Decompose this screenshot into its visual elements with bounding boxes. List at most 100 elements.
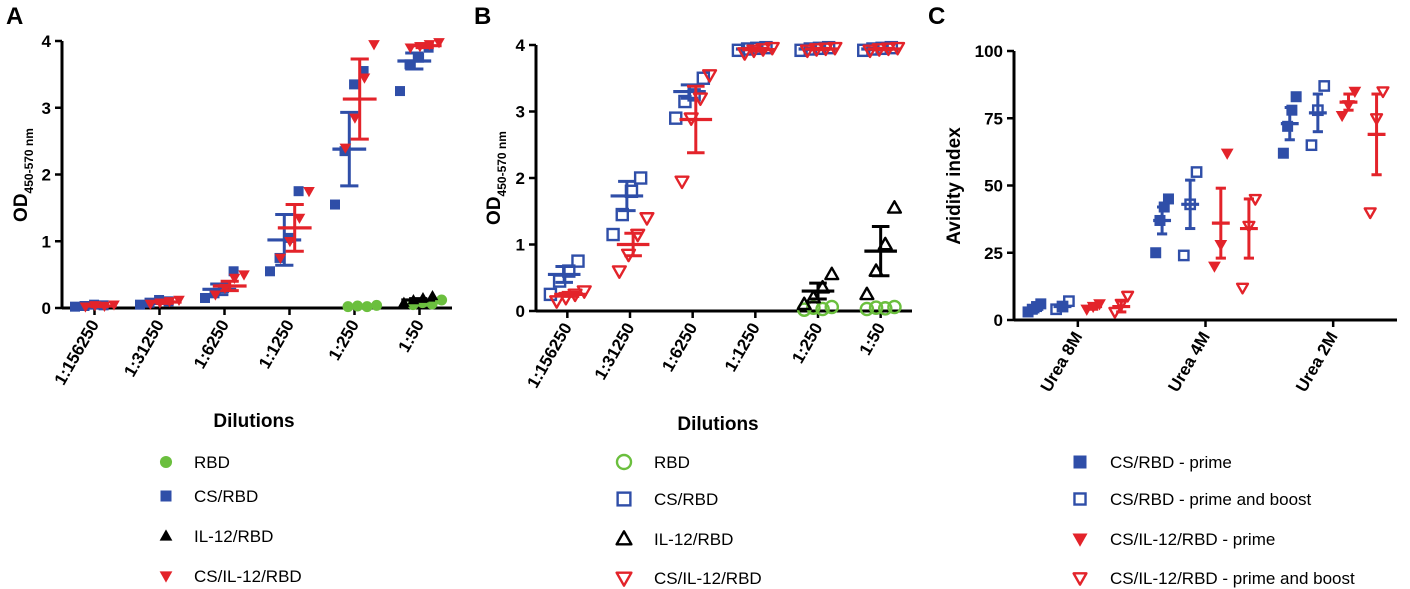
x-axis-title-a: Dilutions	[213, 411, 294, 432]
panel-letter-c: C	[928, 3, 945, 30]
legend-label: CS/IL-12/RBD	[654, 569, 762, 588]
panel-letter-a: A	[6, 3, 23, 30]
data-point	[1335, 110, 1349, 123]
series-cs-rbd-prime	[1022, 91, 1302, 318]
data-point	[1220, 148, 1234, 160]
data-point	[1121, 290, 1135, 303]
y-tick-label: 0	[516, 302, 525, 321]
data-point	[859, 301, 875, 317]
x-tick-label: Urea 8M	[1037, 329, 1087, 396]
data-point	[98, 301, 111, 312]
data-point	[549, 295, 565, 309]
data-point	[1108, 306, 1122, 319]
x-tick-label: 1:1250	[255, 317, 298, 372]
data-point	[562, 264, 576, 278]
data-point	[639, 212, 655, 226]
legend-label: RBD	[654, 453, 690, 472]
data-point	[815, 301, 830, 317]
series-cs-il-12-rbd-prime-and-boost	[1108, 86, 1390, 319]
data-point	[70, 301, 80, 312]
legend-marker-cs-rbd-prime-and-boost	[1073, 492, 1087, 506]
x-tick-label: 1:50	[856, 320, 889, 359]
x-tick-label: 1:156250	[51, 317, 103, 389]
legend-label: CS/RBD	[194, 487, 258, 506]
data-point	[880, 42, 897, 57]
data-point	[1342, 100, 1355, 112]
data-point	[620, 248, 637, 263]
data-point	[1214, 240, 1228, 252]
data-point	[624, 184, 639, 199]
data-point	[805, 289, 822, 304]
data-point	[1305, 139, 1318, 152]
data-point	[571, 254, 585, 268]
y-tick-label: 25	[984, 244, 1003, 263]
data-point	[108, 300, 120, 311]
y-tick-label: 3	[42, 99, 51, 118]
data-point	[368, 40, 380, 51]
data-point	[433, 38, 445, 49]
plot-panel-c: 0 25 50 75 100 Urea 8M Urea 4M Urea 2M	[975, 42, 1397, 395]
data-point	[144, 299, 157, 310]
legend-panel-c: CS/RBD - prime CS/RBD - prime and boost …	[1072, 453, 1355, 588]
data-point	[371, 299, 383, 311]
data-point	[1348, 86, 1362, 98]
legend-label: IL-12/RBD	[654, 530, 733, 549]
y-tick-label: 4	[42, 32, 52, 51]
data-point	[293, 213, 306, 224]
x-axis-title-b: Dilutions	[677, 414, 758, 435]
y-tick-label: 50	[984, 177, 1003, 196]
series-cs-rbd	[543, 40, 899, 302]
legend-label: CS/IL-12/RBD - prime and boost	[1110, 569, 1355, 588]
y-tick-label: 0	[42, 299, 51, 318]
data-point	[426, 289, 439, 301]
data-point	[1177, 249, 1190, 262]
data-point	[889, 41, 906, 56]
data-point	[404, 59, 415, 70]
legend-label: CS/IL-12/RBD	[194, 567, 302, 586]
data-point	[1235, 282, 1250, 295]
data-point	[567, 288, 583, 303]
x-tick-label: 1:250	[325, 317, 363, 364]
data-point	[330, 199, 340, 210]
data-point	[303, 186, 315, 198]
legend-marker-rbd	[159, 455, 173, 469]
legend-panel-b: RBD CS/RBD IL-12/RBD CS/IL-12/RBD	[615, 453, 762, 588]
y-tick-label: 0	[994, 311, 1003, 330]
data-point	[827, 41, 843, 56]
data-point	[1208, 261, 1221, 273]
data-point	[824, 299, 840, 315]
y-axis-title-a: OD450-570 nm	[11, 128, 36, 222]
legend-label: CS/RBD - prime	[1110, 453, 1232, 472]
data-point	[154, 298, 166, 309]
data-point	[633, 171, 648, 185]
legend-marker-cs-il-12-rbd-prime	[1072, 533, 1088, 547]
legend-marker-rbd	[615, 453, 633, 471]
data-point	[1035, 298, 1047, 310]
series-il-12-rbd	[398, 289, 439, 307]
data-point	[692, 92, 709, 107]
y-tick-label: 1	[516, 236, 525, 255]
data-point	[859, 286, 875, 301]
data-point	[417, 291, 429, 303]
data-point	[228, 273, 241, 284]
x-tick-label: Urea 2M	[1292, 329, 1342, 396]
data-point	[814, 279, 831, 294]
data-point	[877, 236, 893, 251]
data-point	[1290, 91, 1302, 103]
y-tick-label: 3	[516, 103, 525, 122]
data-point	[1318, 80, 1331, 92]
data-point	[755, 43, 771, 57]
data-point	[163, 297, 176, 308]
series-il-12-rbd	[796, 200, 903, 311]
legend-label: CS/RBD - prime and boost	[1110, 490, 1312, 509]
y-tick-label: 2	[516, 169, 525, 188]
data-point	[611, 265, 627, 279]
data-point	[135, 299, 145, 310]
data-point	[615, 207, 629, 222]
data-point	[200, 292, 210, 303]
data-point	[746, 44, 762, 59]
data-point	[799, 44, 815, 59]
data-point	[1282, 120, 1294, 132]
data-point	[1242, 220, 1256, 233]
legend-marker-cs-il-12-rbd-prime-and-boost	[1072, 572, 1088, 586]
